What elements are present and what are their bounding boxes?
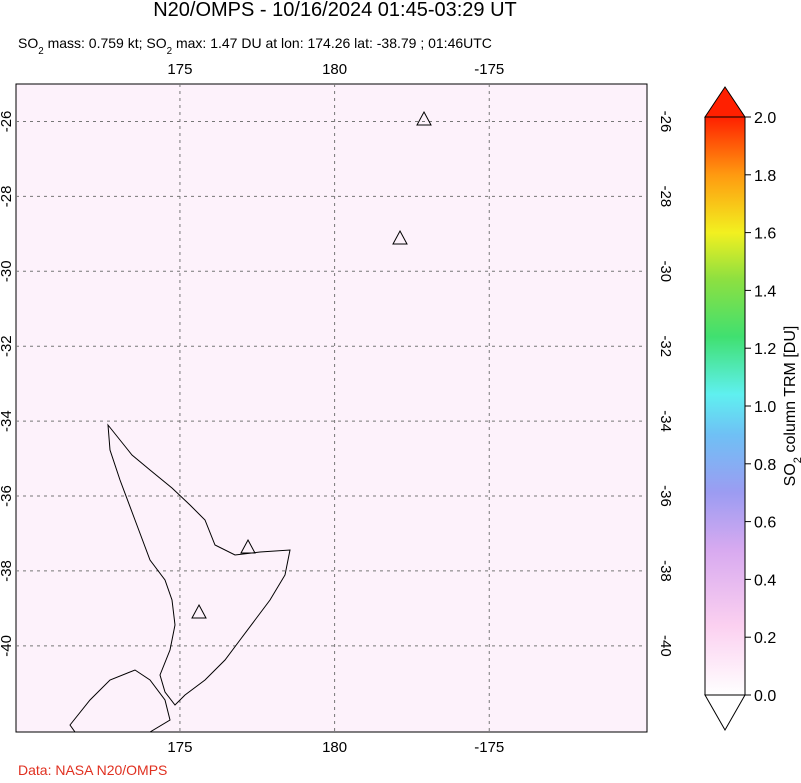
colorbar-tick-label: 1.8 bbox=[754, 168, 776, 185]
text-part: column TRM [DU] bbox=[782, 326, 799, 457]
text-part: SO bbox=[782, 463, 799, 486]
colorbar bbox=[704, 116, 746, 696]
map-frame bbox=[15, 83, 648, 733]
x-tick-label: 175 bbox=[167, 739, 192, 756]
x-tick-label: -175 bbox=[474, 739, 504, 756]
y-tick-label: -36 bbox=[657, 485, 674, 507]
y-tick-label: -32 bbox=[657, 335, 674, 357]
x-tick-label: 180 bbox=[322, 61, 347, 78]
colorbar-tick-label: 0.2 bbox=[754, 630, 776, 647]
y-tick-label: -30 bbox=[657, 260, 674, 282]
x-tick-label: 175 bbox=[167, 61, 192, 78]
colorbar-tick-label: 2.0 bbox=[754, 110, 776, 127]
colorbar-label: SO2 column TRM [DU] bbox=[782, 326, 801, 487]
text-part: SO bbox=[18, 35, 38, 51]
y-tick-label: -40 bbox=[0, 635, 15, 657]
y-tick-label: -26 bbox=[657, 111, 674, 133]
x-tick-label: 180 bbox=[322, 739, 347, 756]
colorbar-tick-label: 0.0 bbox=[754, 688, 776, 705]
text-part: 2 bbox=[38, 46, 43, 57]
volcano-markers bbox=[191, 110, 432, 619]
colorbar-tick-label: 0.4 bbox=[754, 572, 776, 589]
title: N20/OMPS - 10/16/2024 01:45-03:29 UT bbox=[153, 0, 517, 21]
coastline bbox=[107, 423, 291, 706]
coastline bbox=[69, 669, 171, 733]
colorbar-tick-label: 0.8 bbox=[754, 457, 776, 474]
colorbar-tick-label: 1.6 bbox=[754, 226, 776, 243]
colorbar-tick-label: 0.6 bbox=[754, 515, 776, 532]
y-tick-label: -34 bbox=[657, 410, 674, 432]
y-tick-label: -34 bbox=[0, 410, 15, 432]
text-part: 2 bbox=[167, 46, 172, 57]
colorbar-min-arrow bbox=[704, 694, 746, 732]
colorbar-max-arrow bbox=[704, 86, 746, 118]
text-part: mass: 0.759 kt; SO bbox=[44, 35, 167, 51]
x-tick-label: -175 bbox=[474, 61, 504, 78]
y-tick-label: -30 bbox=[0, 260, 15, 282]
subtitle: SO2 mass: 0.759 kt; SO2 max: 1.47 DU at … bbox=[18, 35, 492, 57]
colorbar-tick-label: 1.2 bbox=[754, 341, 776, 358]
colorbar-tick-label: 1.0 bbox=[754, 399, 776, 416]
y-tick-label: -26 bbox=[0, 111, 15, 133]
y-tick-label: -38 bbox=[0, 560, 15, 582]
y-tick-label: -28 bbox=[0, 186, 15, 208]
y-tick-label: -28 bbox=[657, 186, 674, 208]
y-tick-label: -40 bbox=[657, 635, 674, 657]
colorbar-tick-label: 1.4 bbox=[754, 283, 776, 300]
text-part: 2 bbox=[792, 457, 801, 463]
text-part: max: 1.47 DU at lon: 174.26 lat: -38.79 … bbox=[172, 35, 492, 51]
y-tick-label: -38 bbox=[657, 560, 674, 582]
credit: Data: NASA N20/OMPS bbox=[18, 762, 167, 778]
y-tick-label: -36 bbox=[0, 485, 15, 507]
y-tick-label: -32 bbox=[0, 335, 15, 357]
